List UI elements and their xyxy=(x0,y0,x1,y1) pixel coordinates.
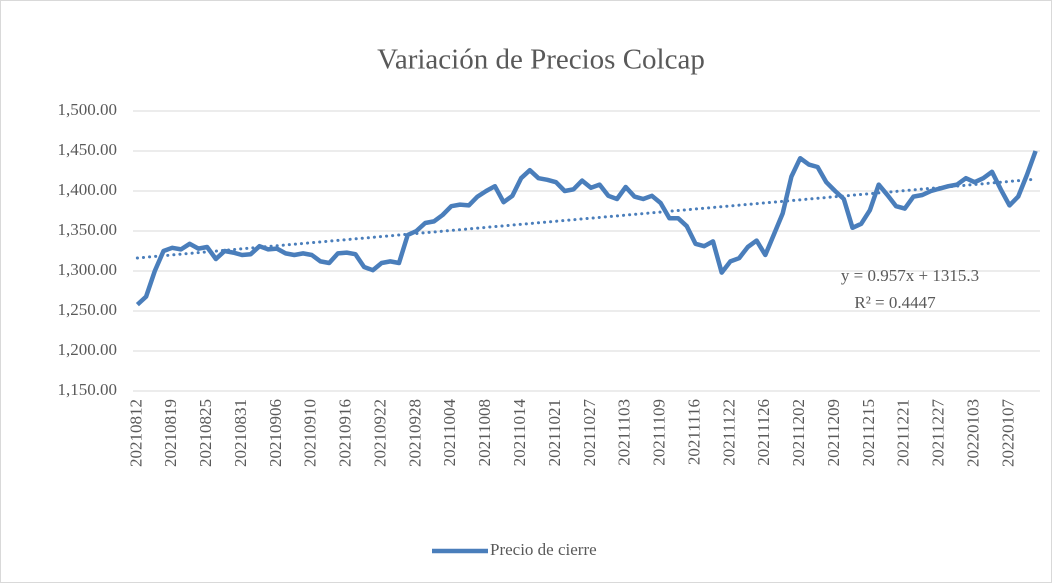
x-tick-label: 20211109 xyxy=(650,399,669,466)
x-tick-label: 20210825 xyxy=(196,399,215,467)
x-tick-label: 20211116 xyxy=(684,399,703,465)
x-tick-label: 20211103 xyxy=(615,399,634,466)
y-tick-label: 1,500.00 xyxy=(58,100,118,119)
x-tick-label: 20211122 xyxy=(719,399,738,466)
x-tick-label: 20211008 xyxy=(475,399,494,466)
x-tick-label: 20210922 xyxy=(370,399,389,467)
legend-label: Precio de cierre xyxy=(490,540,597,559)
x-tick-label: 20210928 xyxy=(405,399,424,467)
trend-equation: y = 0.957x + 1315.3 xyxy=(841,266,979,285)
x-tick-label: 20210910 xyxy=(301,399,320,467)
y-tick-label: 1,350.00 xyxy=(58,220,118,239)
x-tick-label: 20210831 xyxy=(231,399,250,467)
y-tick-label: 1,200.00 xyxy=(58,340,118,359)
x-tick-label: 20220107 xyxy=(998,399,1017,468)
y-tick-label: 1,450.00 xyxy=(58,140,118,159)
x-tick-label: 20211209 xyxy=(824,399,843,466)
y-tick-label: 1,300.00 xyxy=(58,260,118,279)
x-tick-label: 20220103 xyxy=(963,399,982,467)
x-tick-label: 20210906 xyxy=(266,399,285,467)
x-tick-label: 20211227 xyxy=(929,399,948,467)
x-tick-label: 20211126 xyxy=(754,399,773,466)
y-tick-label: 1,250.00 xyxy=(58,300,118,319)
x-tick-label: 20210812 xyxy=(126,399,145,467)
x-tick-label: 20211014 xyxy=(510,399,529,467)
x-tick-label: 20210819 xyxy=(161,399,180,467)
x-tick-label: 20211215 xyxy=(859,399,878,466)
x-tick-label: 20211202 xyxy=(789,399,808,466)
y-tick-label: 1,150.00 xyxy=(58,380,118,399)
trend-r2: R² = 0.4447 xyxy=(854,293,936,312)
x-tick-label: 20211221 xyxy=(894,399,913,466)
x-tick-label: 20210916 xyxy=(336,399,355,467)
x-tick-label: 20211027 xyxy=(580,399,599,467)
y-tick-label: 1,400.00 xyxy=(58,180,118,199)
x-tick-label: 20211021 xyxy=(545,399,564,466)
trendline xyxy=(135,177,1038,260)
chart-title: Variación de Precios Colcap xyxy=(377,44,705,76)
x-tick-label: 20211004 xyxy=(440,399,459,467)
